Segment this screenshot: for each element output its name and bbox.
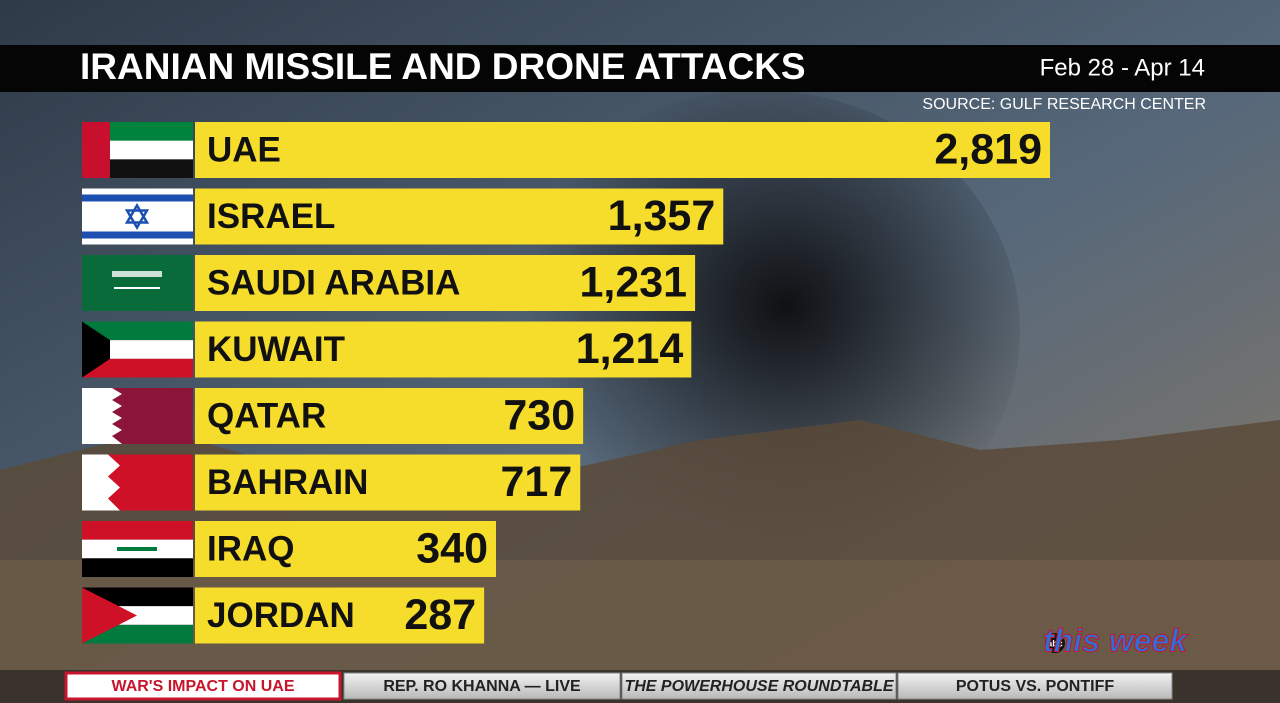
- category-label: QATAR: [207, 396, 326, 435]
- ticker-text: THE POWERHOUSE ROUNDTABLE: [624, 678, 894, 695]
- flag-part: [82, 558, 193, 577]
- title-bar: [0, 45, 1280, 92]
- ticker-item: [64, 671, 342, 701]
- ticker-item: [897, 672, 1173, 700]
- bar: [195, 188, 724, 245]
- flags: [82, 122, 193, 644]
- flag-part: [112, 271, 162, 277]
- chart-title: IRANIAN MISSILE AND DRONE ATTACKS: [80, 46, 806, 87]
- value-label: 1,357: [608, 192, 716, 240]
- category-label: ISRAEL: [207, 197, 335, 236]
- bar: [195, 521, 496, 577]
- flag-part: [124, 203, 150, 230]
- flag-part: [82, 521, 193, 540]
- flag-part: [82, 587, 193, 607]
- flag: [82, 454, 193, 511]
- flag-part: [82, 388, 122, 444]
- bar: [195, 388, 584, 444]
- flag-part: [82, 255, 193, 311]
- flag-part: [82, 194, 193, 202]
- value-label: 717: [500, 458, 572, 506]
- value-label: 340: [416, 524, 488, 572]
- value-label: 2,819: [934, 125, 1042, 173]
- flag-part: [82, 587, 137, 644]
- bar: [195, 321, 692, 378]
- bar: [195, 122, 1050, 178]
- flag-part: [114, 287, 160, 289]
- value-label: 730: [503, 391, 575, 439]
- flag-part: [82, 454, 120, 511]
- flag: [82, 521, 193, 577]
- flag-part: [117, 547, 157, 551]
- bar: [195, 255, 696, 311]
- flag: [82, 388, 193, 444]
- bars: UAE 2,819 ISRAEL 1,357 SAUDI ARABIA 1,231 KUWA…: [195, 122, 1050, 644]
- ticker-text: WAR'S IMPACT ON UAE: [111, 678, 294, 695]
- value-label: 287: [404, 591, 476, 639]
- flag: [82, 587, 193, 644]
- ticker-item: [343, 672, 621, 700]
- flag: [82, 321, 193, 378]
- flag-part: [82, 624, 193, 644]
- value-label: 1,231: [579, 258, 687, 306]
- bar: [195, 454, 581, 511]
- flag-part: [82, 358, 193, 378]
- category-label: BAHRAIN: [207, 463, 368, 502]
- ticker-text: REP. RO KHANNA — LIVE: [383, 678, 581, 695]
- category-label: KUWAIT: [207, 330, 345, 369]
- flag-part: [82, 122, 110, 178]
- category-label: JORDAN: [207, 596, 355, 635]
- flag: [82, 188, 193, 245]
- source: SOURCE: GULF RESEARCH CENTER: [922, 96, 1206, 113]
- logo: abc this week: [1042, 622, 1189, 659]
- flag: [82, 255, 193, 311]
- show-logo: this week: [1043, 622, 1189, 658]
- category-label: UAE: [207, 130, 281, 169]
- value-label: 1,214: [576, 325, 684, 373]
- category-label: SAUDI ARABIA: [207, 263, 460, 302]
- ticker-item: [621, 672, 897, 700]
- chart-subtitle: Feb 28 - Apr 14: [1040, 54, 1205, 81]
- ticker-text: POTUS VS. PONTIFF: [956, 678, 1114, 695]
- flag: [82, 122, 193, 178]
- category-label: IRAQ: [207, 529, 295, 568]
- flag-part: [82, 231, 193, 239]
- flag-part: [82, 321, 110, 378]
- ticker: WAR'S IMPACT ON UAE REP. RO KHANNA — LIVE…: [0, 670, 1280, 703]
- flag-part: [82, 321, 193, 341]
- bar: [195, 587, 485, 644]
- network-badge: [1045, 633, 1065, 653]
- network: abc: [1047, 638, 1063, 648]
